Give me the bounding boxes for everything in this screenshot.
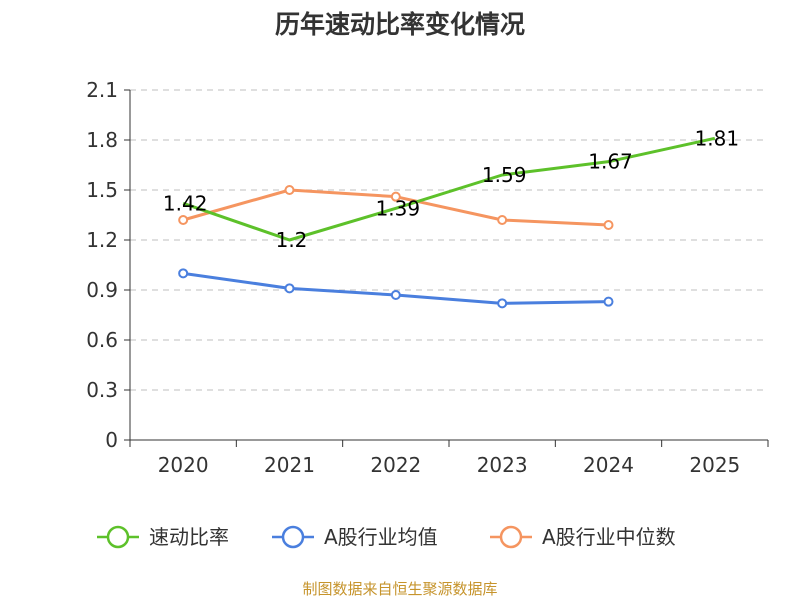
data-label: 1.59 — [482, 163, 527, 187]
legend-marker — [106, 525, 130, 549]
y-tick-label: 0 — [105, 428, 118, 452]
data-label: 1.39 — [376, 196, 421, 220]
legend-marker — [499, 525, 523, 549]
y-tick-label: 0.6 — [86, 328, 118, 352]
series-point — [284, 283, 295, 294]
data-labels: 1.42 1.2 1.39 1.59 1.67 1.81 — [163, 126, 739, 252]
series-point — [497, 298, 508, 309]
x-tick-label: 2023 — [477, 453, 528, 477]
axes: 0 0.3 0.6 0.9 1.2 1.5 1.8 2.1 2020 2021 2022 2023 20… — [86, 78, 769, 477]
data-label: 1.2 — [276, 228, 308, 252]
source-note: 制图数据来自恒生聚源数据库 — [302, 580, 497, 598]
data-label: 1.67 — [588, 150, 633, 174]
y-tick-label: 0.9 — [86, 278, 118, 302]
y-tick-label: 1.5 — [86, 178, 118, 202]
x-tick-label: 2020 — [158, 453, 209, 477]
legend-item-1[interactable]: A股行业均值 — [272, 525, 438, 549]
data-label: 1.42 — [163, 191, 208, 215]
y-tick-label: 1.2 — [86, 228, 118, 252]
series-point — [178, 268, 189, 279]
series-point — [603, 296, 614, 307]
legend-item-0[interactable]: 速动比率 — [97, 525, 229, 549]
x-tick-label: 2024 — [583, 453, 634, 477]
series-point — [603, 220, 614, 230]
y-tick-label: 2.1 — [86, 78, 118, 102]
series-point — [390, 290, 401, 300]
series-line-0 — [182, 136, 716, 242]
legend-marker — [281, 525, 305, 549]
legend-item-2[interactable]: A股行业中位数 — [490, 525, 676, 549]
y-tick-label: 1.8 — [86, 128, 118, 152]
series-point — [284, 185, 295, 195]
legend-label: A股行业中位数 — [542, 525, 676, 549]
y-tick-label: 0.3 — [86, 378, 118, 402]
series-lines — [178, 136, 716, 309]
x-tick-label: 2025 — [689, 453, 740, 477]
x-tick-label: 2021 — [264, 453, 315, 477]
data-label: 1.81 — [695, 126, 740, 150]
legend-label: A股行业均值 — [324, 525, 438, 549]
series-point — [390, 191, 401, 202]
series-point — [178, 215, 189, 225]
series-point — [497, 215, 508, 225]
chart-title: 历年速动比率变化情况 — [275, 10, 525, 39]
grid-lines — [130, 89, 768, 391]
x-tick-label: 2022 — [370, 453, 421, 477]
legend-label: 速动比率 — [149, 525, 229, 549]
legend[interactable]: 速动比率 A股行业均值 A股行业中位数 — [97, 525, 676, 549]
